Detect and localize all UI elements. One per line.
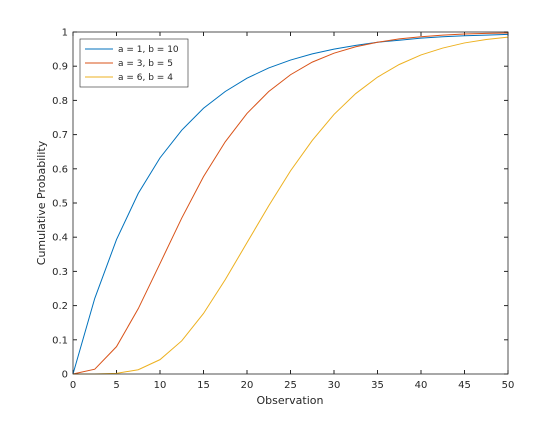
x-tick-label: 50 <box>502 380 515 391</box>
x-tick-label: 30 <box>328 380 341 391</box>
legend-label: a = 6, b = 4 <box>118 73 173 83</box>
plot-area <box>73 32 508 374</box>
y-tick-label: 0.1 <box>52 335 68 346</box>
legend-label: a = 3, b = 5 <box>118 59 173 69</box>
series-line <box>72 33 509 375</box>
x-tick-label: 10 <box>154 380 167 391</box>
x-tick-label: 35 <box>371 380 384 391</box>
axes-box <box>72 31 509 375</box>
y-tick-label: 1 <box>62 28 68 39</box>
y-tick-label: 0.7 <box>52 130 68 141</box>
y-tick-label: 0.4 <box>52 233 68 244</box>
y-tick-label: 0.2 <box>52 301 68 312</box>
x-tick-label: 20 <box>241 380 254 391</box>
y-tick-label: 0.9 <box>52 62 68 73</box>
x-tick-label: 0 <box>70 380 76 391</box>
x-axis-label: Observation <box>257 394 324 407</box>
x-tick-label: 40 <box>415 380 428 391</box>
legend: a = 1, b = 10 a = 3, b = 5 a = 6, b = 4 <box>79 38 189 88</box>
y-axis-label: Cumulative Probability <box>35 140 48 265</box>
x-tick-label: 45 <box>458 380 471 391</box>
series-line <box>72 32 509 375</box>
legend-label: a = 1, b = 10 <box>118 45 179 55</box>
y-tick-label: 0.3 <box>52 267 68 278</box>
y-tick-label: 0.6 <box>52 164 68 175</box>
y-tick-label: 0.5 <box>52 199 68 210</box>
y-tick-label: 0 <box>62 370 68 381</box>
series-line <box>73 36 509 375</box>
x-tick-label: 15 <box>197 380 210 391</box>
y-tick-label: 0.8 <box>52 96 68 107</box>
x-tick-label: 25 <box>284 380 297 391</box>
x-tick-label: 5 <box>113 380 119 391</box>
